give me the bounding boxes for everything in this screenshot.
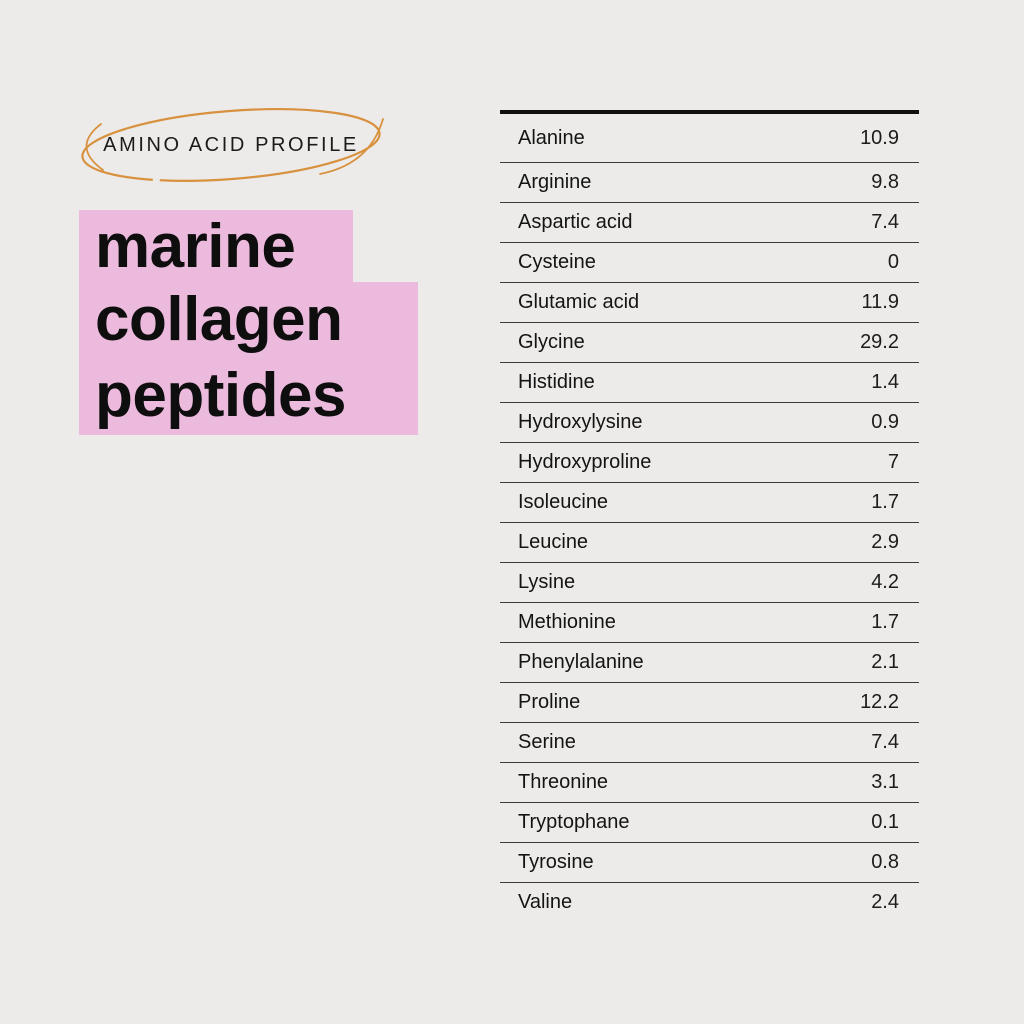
table-row: Hydroxyproline 7 xyxy=(500,442,919,482)
amino-acid-name: Glycine xyxy=(518,331,585,353)
amino-acid-value: 9.8 xyxy=(871,171,899,193)
amino-acid-name: Aspartic acid xyxy=(518,211,633,233)
amino-acid-value: 11.9 xyxy=(861,291,899,313)
amino-acid-name: Phenylalanine xyxy=(518,651,644,673)
table-row: Methionine 1.7 xyxy=(500,602,919,642)
table-row: Lysine 4.2 xyxy=(500,562,919,602)
amino-acid-name: Cysteine xyxy=(518,251,596,273)
table-row: Glycine 29.2 xyxy=(500,322,919,362)
amino-acid-value: 29.2 xyxy=(860,331,899,353)
amino-acid-value: 4.2 xyxy=(871,571,899,593)
table-row: Cysteine 0 xyxy=(500,242,919,282)
amino-acid-value: 2.4 xyxy=(871,891,899,913)
amino-acid-name: Valine xyxy=(518,891,573,913)
amino-acid-name: Alanine xyxy=(518,126,585,149)
amino-acid-value: 7.4 xyxy=(871,211,899,233)
amino-acid-value: 0.8 xyxy=(871,851,899,873)
table-row: Glutamic acid 11.9 xyxy=(500,282,919,322)
amino-acid-value: 1.7 xyxy=(871,611,899,633)
page-title: marine collagen peptides xyxy=(79,210,418,435)
amino-acid-profile-badge: AMINO ACID PROFILE xyxy=(70,102,392,188)
amino-acid-name: Tryptophane xyxy=(518,811,630,833)
table-row: Tyrosine 0.8 xyxy=(500,842,919,882)
title-line: marine xyxy=(79,210,353,282)
table-row: Leucine 2.9 xyxy=(500,522,919,562)
table-row: Phenylalanine 2.1 xyxy=(500,642,919,682)
amino-acid-name: Methionine xyxy=(518,611,616,633)
table-row: Serine 7.4 xyxy=(500,722,919,762)
amino-acid-value: 12.2 xyxy=(860,691,899,713)
amino-acid-value: 7 xyxy=(887,451,899,473)
amino-acid-name: Hydroxyproline xyxy=(518,451,652,473)
title-line: peptides xyxy=(79,356,418,435)
amino-acid-name: Serine xyxy=(518,731,576,753)
table-row: Tryptophane 0.1 xyxy=(500,802,919,842)
amino-acid-value: 7.4 xyxy=(871,731,899,753)
amino-acid-name: Tyrosine xyxy=(518,851,594,873)
amino-acid-value: 10.9 xyxy=(860,126,899,149)
table-row: Histidine 1.4 xyxy=(500,362,919,402)
table-row: Isoleucine 1.7 xyxy=(500,482,919,522)
amino-acid-value: 0 xyxy=(887,251,899,273)
amino-acid-name: Arginine xyxy=(518,171,592,193)
table-row: Aspartic acid 7.4 xyxy=(500,202,919,242)
table-row: Threonine 3.1 xyxy=(500,762,919,802)
amino-acid-name: Lysine xyxy=(518,571,576,593)
amino-acid-name: Leucine xyxy=(518,531,589,553)
amino-acid-name: Glutamic acid xyxy=(518,291,640,313)
table-row: Arginine 9.8 xyxy=(500,162,919,202)
amino-acid-name: Proline xyxy=(518,691,581,713)
table-row: Hydroxylysine 0.9 xyxy=(500,402,919,442)
amino-acid-name: Isoleucine xyxy=(518,491,609,513)
title-line: collagen xyxy=(79,282,418,356)
table-row: Alanine 10.9 xyxy=(500,114,919,162)
amino-acid-value: 0.1 xyxy=(871,811,899,833)
hand-drawn-ellipse-icon xyxy=(81,108,384,182)
amino-acid-name: Histidine xyxy=(518,371,595,393)
amino-acid-value: 2.1 xyxy=(871,651,899,673)
amino-acid-value: 3.1 xyxy=(871,771,899,793)
table-row: Proline 12.2 xyxy=(500,682,919,722)
badge-label: AMINO ACID PROFILE xyxy=(103,133,359,156)
amino-acid-name: Hydroxylysine xyxy=(518,411,643,433)
amino-acid-value: 1.7 xyxy=(871,491,899,513)
amino-acid-table: Alanine 10.9 Arginine 9.8 Aspartic acid … xyxy=(500,110,919,922)
amino-acid-name: Threonine xyxy=(518,771,609,793)
amino-acid-value: 0.9 xyxy=(871,411,899,433)
amino-acid-value: 2.9 xyxy=(871,531,899,553)
table-row: Valine 2.4 xyxy=(500,882,919,922)
amino-acid-value: 1.4 xyxy=(871,371,899,393)
